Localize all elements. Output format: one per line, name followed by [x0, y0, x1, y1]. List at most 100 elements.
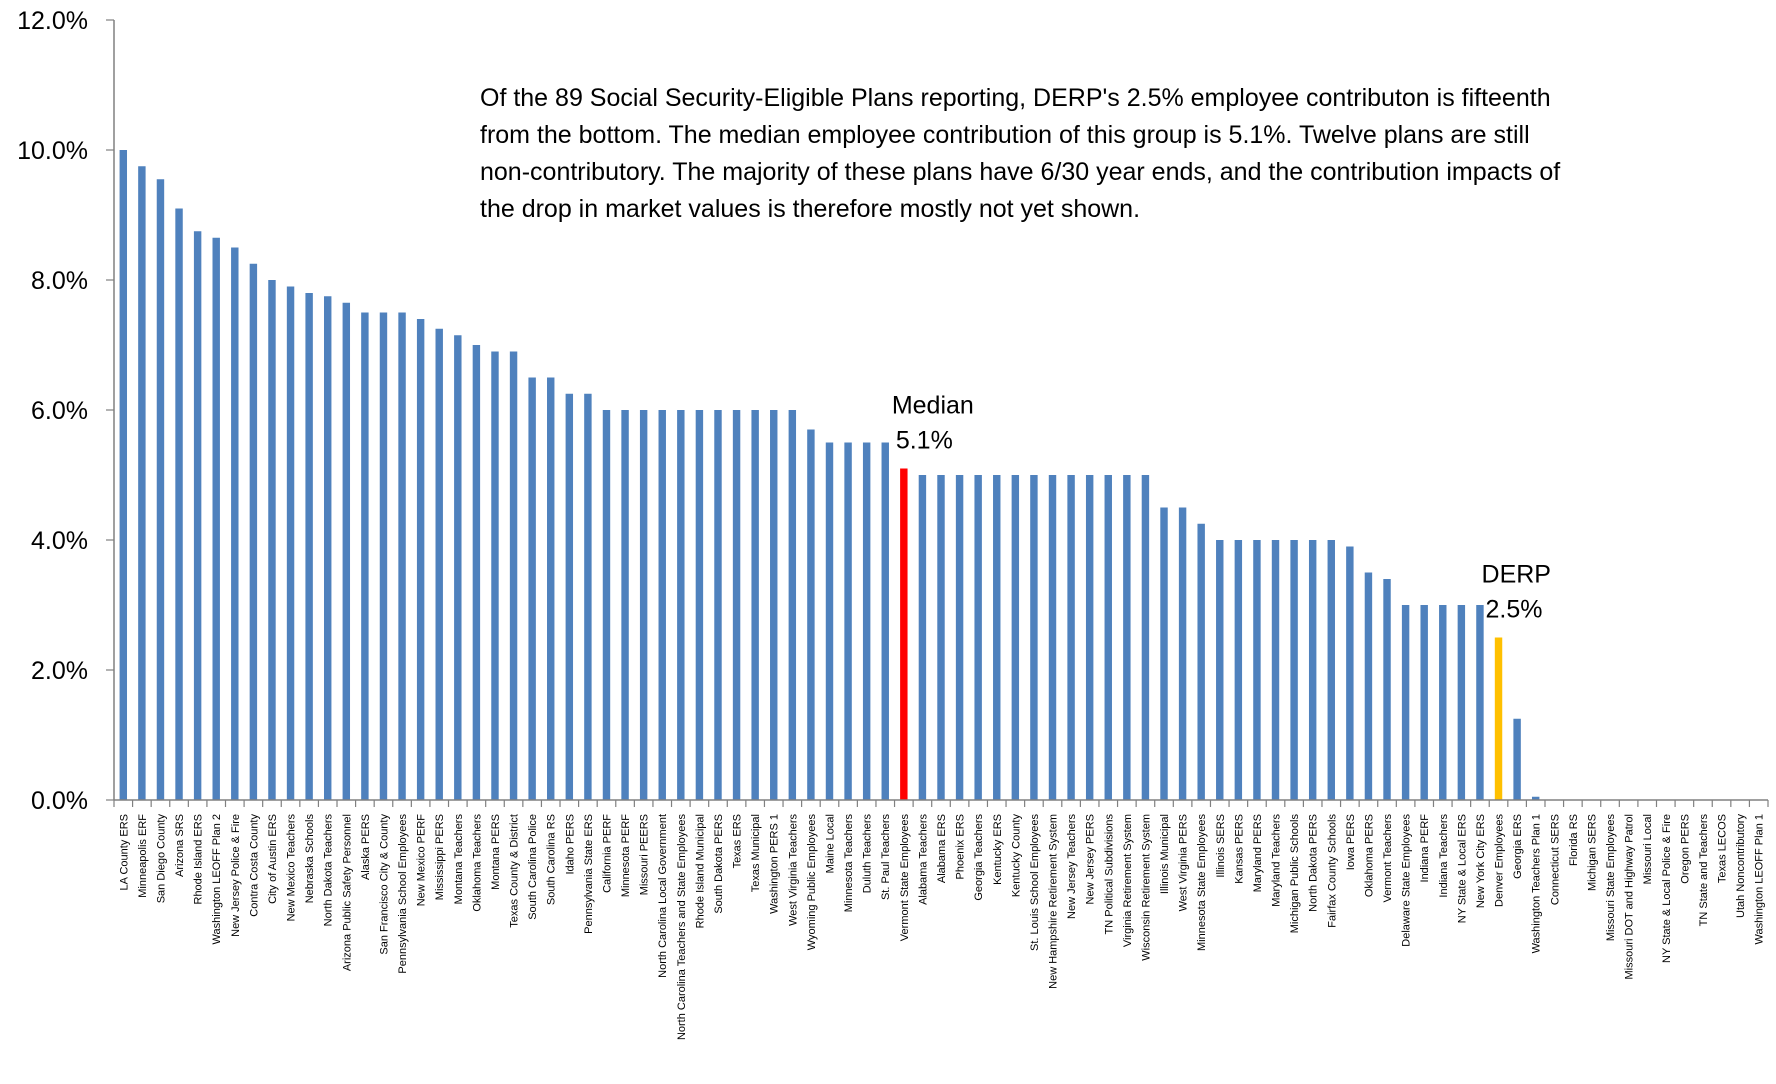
- x-tick-label: Utah Noncontributory: [1735, 814, 1747, 918]
- x-tick-label: Mississippi PERS: [434, 814, 446, 900]
- x-tick-label: Wisconsin Retirement System: [1140, 814, 1152, 961]
- x-tick-label: Montana Teachers: [453, 814, 465, 905]
- x-tick-label: Missouri State Employees: [1605, 814, 1617, 942]
- y-tick-label: 4.0%: [31, 527, 88, 555]
- x-tick-label: Florida RS: [1568, 814, 1580, 866]
- x-tick-label: City of Austin ERS: [267, 814, 279, 904]
- x-tick-label: Maryland PERS: [1252, 814, 1264, 892]
- x-tick-label: New Jersey PERS: [1085, 814, 1097, 904]
- bar: [138, 166, 146, 800]
- bar: [751, 410, 759, 800]
- y-tick-label: 0.0%: [31, 787, 88, 815]
- x-tick-label: Rhode Island Municipal: [694, 814, 706, 928]
- x-tick-label: TN State and Teachers: [1698, 814, 1710, 927]
- bar: [937, 475, 945, 800]
- x-axis: LA County ERS Minneapolis ERF San Diego Co…: [113, 799, 1769, 1041]
- bar: [1439, 605, 1447, 800]
- x-tick-label: North Carolina Teachers and State Employ…: [676, 814, 688, 1041]
- bar: [1030, 475, 1038, 800]
- x-tick-label: Texas ERS: [732, 814, 744, 868]
- bar: [900, 468, 908, 800]
- x-tick-label: Iowa PERS: [1345, 814, 1357, 870]
- bar: [379, 312, 388, 800]
- bar: [472, 345, 481, 800]
- bar: [305, 293, 313, 800]
- x-tick-label: Alaska PERS: [360, 814, 372, 880]
- x-tick-label: Minnesota PERF: [620, 814, 632, 897]
- x-tick-label: San Diego County: [155, 814, 167, 904]
- x-tick-label: Minnesota State Employees: [1196, 814, 1208, 951]
- bar: [732, 410, 741, 800]
- y-axis: 0.0% 2.0% 4.0% 6.0% 8.0% 10.0% 12.0%: [17, 7, 115, 815]
- x-tick-label: Washington LEOFF Plan 2: [211, 814, 223, 944]
- callout-value: 2.5%: [1486, 596, 1543, 624]
- bar: [1346, 546, 1354, 800]
- bar: [1178, 507, 1187, 800]
- bar: [491, 351, 499, 800]
- annotation-line: the drop in market values is therefore m…: [480, 195, 1140, 223]
- bar: [1085, 475, 1094, 800]
- bar: [509, 351, 518, 800]
- x-tick-label: North Carolina Local Government: [657, 814, 669, 978]
- x-tick-label: Oklahoma PERS: [1363, 814, 1375, 897]
- bar: [231, 247, 239, 800]
- bar: [1290, 540, 1298, 800]
- x-tick-label: Minneapolis ERF: [137, 814, 149, 898]
- x-tick-label: Illinois SERS: [1215, 814, 1227, 878]
- bar: [528, 377, 536, 800]
- annotation-line: from the bottom. The median employee con…: [480, 121, 1530, 149]
- x-tick-label: Georgia Teachers: [973, 813, 985, 900]
- x-tick-label: TN Political Subdivisions: [1103, 814, 1115, 935]
- x-tick-label: Indiana Teachers: [1438, 814, 1450, 898]
- bar: [918, 475, 927, 800]
- x-tick-label: South Carolina RS: [546, 814, 558, 905]
- bar: [602, 410, 611, 800]
- bar: [788, 410, 797, 800]
- x-tick-label: South Dakota PERS: [713, 814, 725, 914]
- bar: [175, 208, 183, 800]
- bar: [416, 319, 425, 800]
- x-tick-label: Vermont State Employees: [899, 814, 911, 942]
- x-tick-label: Alabama ERS: [936, 814, 948, 883]
- x-tick-label: Virginia Retirement System: [1122, 814, 1134, 947]
- x-tick-label: North Dakota PERS: [1308, 814, 1320, 912]
- x-tick-label: Phoenix ERS: [955, 814, 967, 879]
- x-tick-label: Arizona SRS: [174, 814, 186, 877]
- callouts: Median 5.1% DERP 2.5%: [892, 392, 1551, 624]
- x-tick-label: Vermont Teachers: [1382, 814, 1394, 903]
- x-tick-label: Maryland Teachers: [1271, 814, 1283, 907]
- annotation: Of the 89 Social Security-Eligible Plans…: [480, 84, 1560, 223]
- x-tick-label: Connecticut SERS: [1549, 814, 1561, 905]
- bar: [1494, 637, 1503, 800]
- bar: [955, 475, 964, 800]
- bar: [1048, 475, 1057, 800]
- annotation-line: Of the 89 Social Security-Eligible Plans…: [480, 84, 1551, 112]
- x-tick-label: Delaware State Employees: [1401, 814, 1413, 947]
- bar: [435, 328, 443, 800]
- x-tick-label: Missouri DOT and Highway Patrol: [1624, 814, 1636, 979]
- bar: [844, 442, 852, 800]
- bar: [714, 410, 722, 800]
- bar: [398, 312, 406, 800]
- bar: [268, 280, 276, 800]
- bar: [639, 410, 648, 800]
- x-tick-label: Alabama Teachers: [917, 814, 929, 905]
- bar: [825, 442, 834, 800]
- x-tick-label: West Virginia PERS: [1178, 814, 1190, 911]
- x-tick-label: Michigan SERS: [1586, 814, 1598, 891]
- x-tick-label: New Jersey Teachers: [1066, 814, 1078, 919]
- bar: [342, 302, 351, 800]
- bar: [286, 286, 295, 800]
- bar: [1383, 579, 1391, 800]
- x-tick-label: Missouri Local: [1642, 814, 1654, 884]
- callout-label: DERP: [1482, 561, 1551, 589]
- bars: [119, 150, 1540, 800]
- bar: [1513, 718, 1521, 800]
- x-tick-label: Denver Employees: [1494, 814, 1506, 907]
- x-tick-label: New York City ERS: [1475, 814, 1487, 908]
- x-tick-label: Georgia ERS: [1512, 814, 1524, 879]
- x-tick-label: St. Louis School Employees: [1029, 814, 1041, 951]
- x-tick-label: New Mexico Teachers: [286, 814, 298, 922]
- y-tick-label: 12.0%: [17, 7, 88, 35]
- x-tick-label: Contra Costa County: [248, 814, 260, 917]
